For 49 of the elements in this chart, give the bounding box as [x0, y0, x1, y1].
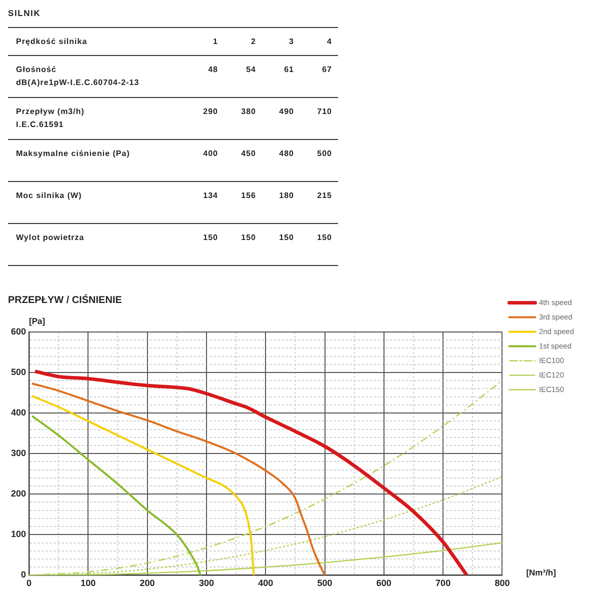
y-tick-label: 0: [21, 570, 26, 580]
x-tick-label: 100: [80, 578, 96, 588]
x-tick-label: 700: [436, 578, 451, 588]
data-label: 215: [316, 190, 333, 202]
data-label: 67: [321, 64, 333, 76]
x-tick-label: 2: [250, 36, 257, 48]
text: SILNIK: [8, 8, 42, 20]
x-tick-label: 800: [494, 578, 510, 588]
data-label: 490: [278, 106, 295, 118]
y-tick-label: 300: [10, 448, 26, 458]
y-tick-label: 600: [10, 326, 26, 336]
y-tick-label: Głośność dB(A)re1pW-I.E.C.60704-2-13: [15, 64, 140, 89]
data-label: 48: [207, 64, 219, 76]
data-label: 450: [240, 148, 257, 160]
data-label: 150: [240, 232, 257, 244]
x-tick-label: 3: [288, 36, 295, 48]
data-label: 134: [202, 190, 219, 202]
y-tick-label: Przepływ (m3/h) I.E.C.61591: [15, 106, 86, 131]
y-axis-title: [Pa]: [29, 316, 46, 326]
x-tick-label: 400: [258, 578, 274, 588]
data-label: 54: [245, 64, 257, 76]
x-axis-title: Prędkość silnika: [15, 36, 88, 48]
y-tick-label: Moc silnika (W): [15, 190, 83, 202]
data-label: 710: [316, 106, 333, 118]
data-label: 156: [240, 190, 257, 202]
y-tick-label: 500: [10, 367, 26, 378]
data-label: 480: [278, 148, 295, 160]
y-tick-label: 200: [10, 488, 26, 499]
data-label: 500: [316, 148, 333, 160]
data-label: 180: [278, 190, 295, 202]
x-tick-label: 500: [317, 578, 332, 588]
y-tick-label: 400: [10, 408, 26, 418]
chart-title: PRZEPŁYW / CIŚNIENIE: [8, 294, 122, 306]
data-label: 150: [202, 232, 219, 244]
x-axis-title: [Nm³/h]: [526, 568, 556, 578]
y-tick-label: Wylot powietrza: [15, 232, 86, 244]
x-tick-label: 600: [376, 578, 392, 588]
data-label: 150: [316, 232, 333, 244]
data-label: 380: [240, 106, 257, 118]
data-label: 400: [202, 148, 219, 160]
x-tick-label: 4: [326, 36, 333, 48]
x-tick-label: 300: [198, 578, 214, 588]
x-tick-label: 200: [140, 578, 155, 588]
data-label: 290: [202, 106, 219, 118]
y-tick-label: 100: [10, 529, 26, 540]
y-tick-label: Maksymalne ciśnienie (Pa): [15, 148, 131, 160]
data-label: 150: [278, 232, 295, 244]
data-label: 61: [283, 64, 295, 76]
x-tick-label: 1: [212, 36, 219, 48]
